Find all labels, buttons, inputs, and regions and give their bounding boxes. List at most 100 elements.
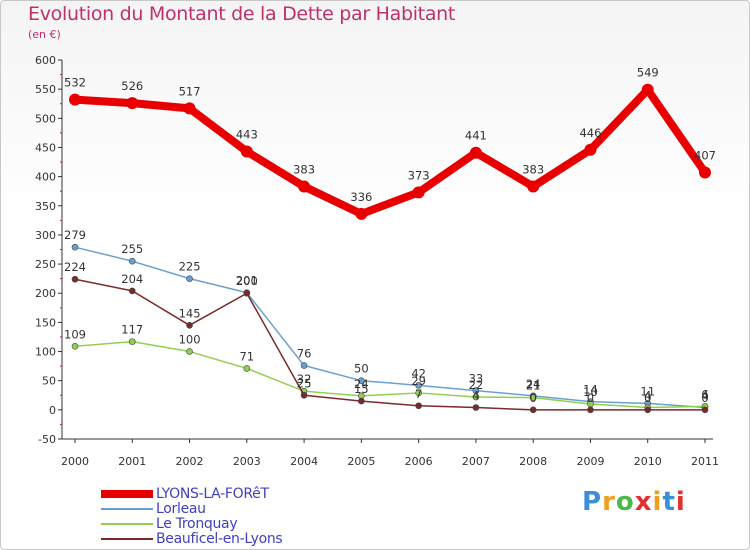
data-point (699, 166, 711, 179)
data-point (412, 186, 425, 199)
data-point (183, 102, 196, 115)
legend-swatch (101, 537, 153, 540)
y-tick-label: 400 (35, 171, 56, 184)
data-label: 22 (469, 378, 484, 392)
data-label: 29 (411, 374, 426, 388)
data-label: 201 (236, 274, 258, 288)
x-tick-label: 2004 (290, 455, 318, 468)
data-label: 532 (64, 76, 86, 90)
data-point (641, 83, 654, 96)
data-label: 14 (583, 383, 598, 397)
y-tick-label: 600 (35, 54, 56, 67)
data-label: 24 (354, 377, 369, 391)
data-point (415, 389, 422, 397)
data-label: 71 (239, 349, 254, 363)
data-label: 15 (354, 382, 369, 396)
data-point (415, 402, 422, 410)
logo-letter: x (634, 487, 653, 517)
y-tick-label: 150 (35, 316, 56, 329)
data-point (355, 207, 368, 220)
data-label: 443 (236, 128, 258, 142)
data-label: 526 (121, 79, 143, 93)
data-label: 11 (640, 384, 655, 398)
data-label: 6 (701, 387, 708, 401)
legend-item: LYONS-LA-FORêT (101, 486, 282, 502)
data-point (243, 365, 251, 372)
y-tick-label: 50 (42, 375, 56, 388)
data-point (240, 145, 253, 158)
y-tick-label: 300 (35, 229, 56, 242)
data-label: 117 (121, 323, 143, 337)
proxiti-logo: Proxiti (582, 487, 686, 517)
data-point (128, 287, 136, 295)
x-tick-label: 2007 (462, 455, 490, 468)
data-point (186, 275, 193, 282)
x-tick-label: 2002 (176, 455, 204, 468)
data-label: 4 (472, 389, 479, 403)
data-label: 10 (583, 385, 598, 399)
x-tick-label: 2006 (405, 455, 433, 468)
data-label: 145 (179, 306, 201, 320)
y-tick-label: 550 (35, 83, 56, 96)
data-point (300, 362, 308, 369)
data-label: 0 (587, 391, 594, 405)
data-label: 33 (469, 372, 484, 386)
data-label: 441 (465, 129, 487, 143)
data-label: 7 (415, 387, 422, 401)
series-line (74, 246, 706, 409)
data-label: 255 (121, 242, 143, 256)
legend-label: Le Tronquay (156, 515, 238, 532)
data-point (71, 342, 79, 350)
data-label: 109 (64, 327, 86, 341)
x-tick-label: 2010 (634, 455, 662, 468)
data-label: 0 (530, 391, 537, 405)
legend-label: Lorleau (156, 500, 206, 517)
data-label: 383 (293, 163, 315, 177)
data-point (529, 394, 537, 401)
data-label: 224 (64, 260, 86, 274)
data-point (358, 377, 365, 384)
data-point (469, 146, 482, 159)
data-point (243, 289, 251, 297)
logo-letter: o (615, 487, 635, 517)
data-point (584, 143, 597, 156)
data-point (71, 275, 79, 283)
data-label: 24 (526, 377, 541, 391)
legend-label: Beauficel-en-Lyons (156, 530, 283, 547)
data-point (69, 93, 81, 106)
legend-item: Beauficel-en-Lyons (101, 530, 283, 547)
legend: LYONS-LA-FORêT Lorleau Le Tronquay Beaufice… (101, 486, 283, 547)
data-label: 200 (236, 274, 258, 288)
data-label: 76 (297, 347, 312, 361)
x-tick-label: 2001 (118, 455, 146, 468)
data-label: 32 (297, 372, 312, 386)
data-point (300, 391, 308, 399)
data-point (128, 257, 136, 265)
x-tick-label: 2005 (347, 455, 375, 468)
data-label: 4 (644, 389, 651, 403)
data-label: 21 (526, 379, 541, 393)
logo-letter: r (602, 487, 616, 517)
data-point (644, 406, 652, 414)
data-label: 336 (350, 190, 372, 204)
y-tick-label: 450 (35, 141, 56, 154)
data-point (186, 321, 193, 329)
data-point (472, 393, 480, 401)
data-point (472, 404, 480, 411)
legend-swatch (101, 522, 153, 525)
data-label: 383 (522, 163, 544, 177)
legend-swatch (101, 489, 153, 498)
data-point (126, 97, 139, 110)
y-tick-label: 200 (35, 287, 56, 300)
data-label: 100 (179, 333, 201, 347)
data-label: 4 (701, 389, 708, 403)
data-label: 42 (411, 366, 426, 380)
data-point (358, 397, 365, 405)
legend-item: Lorleau (101, 500, 282, 517)
data-label: 204 (121, 272, 143, 286)
